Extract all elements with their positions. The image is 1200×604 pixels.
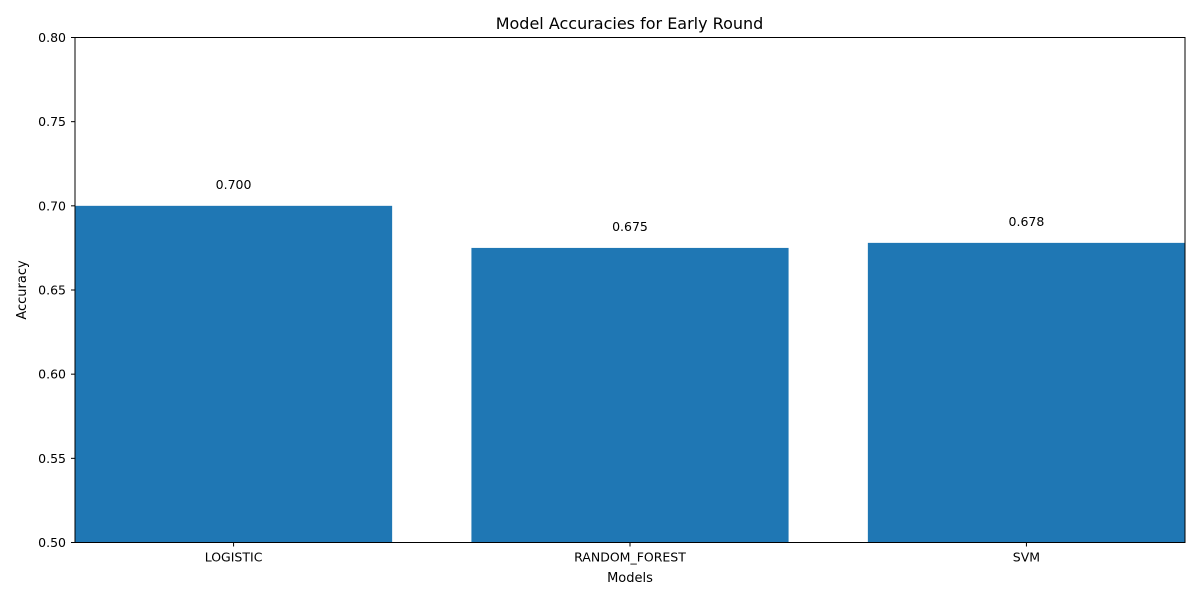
bar-logistic [75,205,393,543]
bars-layer [75,205,1185,543]
bar-svm [867,242,1185,543]
bar-random-forest [471,247,789,543]
y-tick-label: 0.55 [38,451,66,466]
y-tick-label: 0.70 [38,198,66,213]
y-tick-label: 0.60 [38,367,66,382]
y-axis-label: Accuracy [15,260,30,320]
ticks-layer: LOGISTIC RANDOM_FOREST SVM 0.50 0.55 0.60 0.65… [38,30,1040,565]
chart-title: Model Accuracies for Early Round [496,14,764,33]
y-tick-label: 0.65 [38,283,66,298]
x-tick-label: RANDOM_FOREST [574,550,686,565]
x-axis-label: Models [607,571,653,586]
y-tick-label: 0.80 [38,30,66,45]
bar-value-label: 0.675 [612,219,648,234]
x-tick-label: SVM [1013,550,1040,565]
x-tick-label: LOGISTIC [205,550,263,565]
y-tick-label: 0.75 [38,114,66,129]
plot-frame [74,37,1186,543]
y-tick-label: 0.50 [38,535,66,550]
data-labels-layer: 0.700 0.675 0.678 [216,177,1045,234]
bar-value-label: 0.678 [1009,214,1045,229]
bar-value-label: 0.700 [216,177,252,192]
